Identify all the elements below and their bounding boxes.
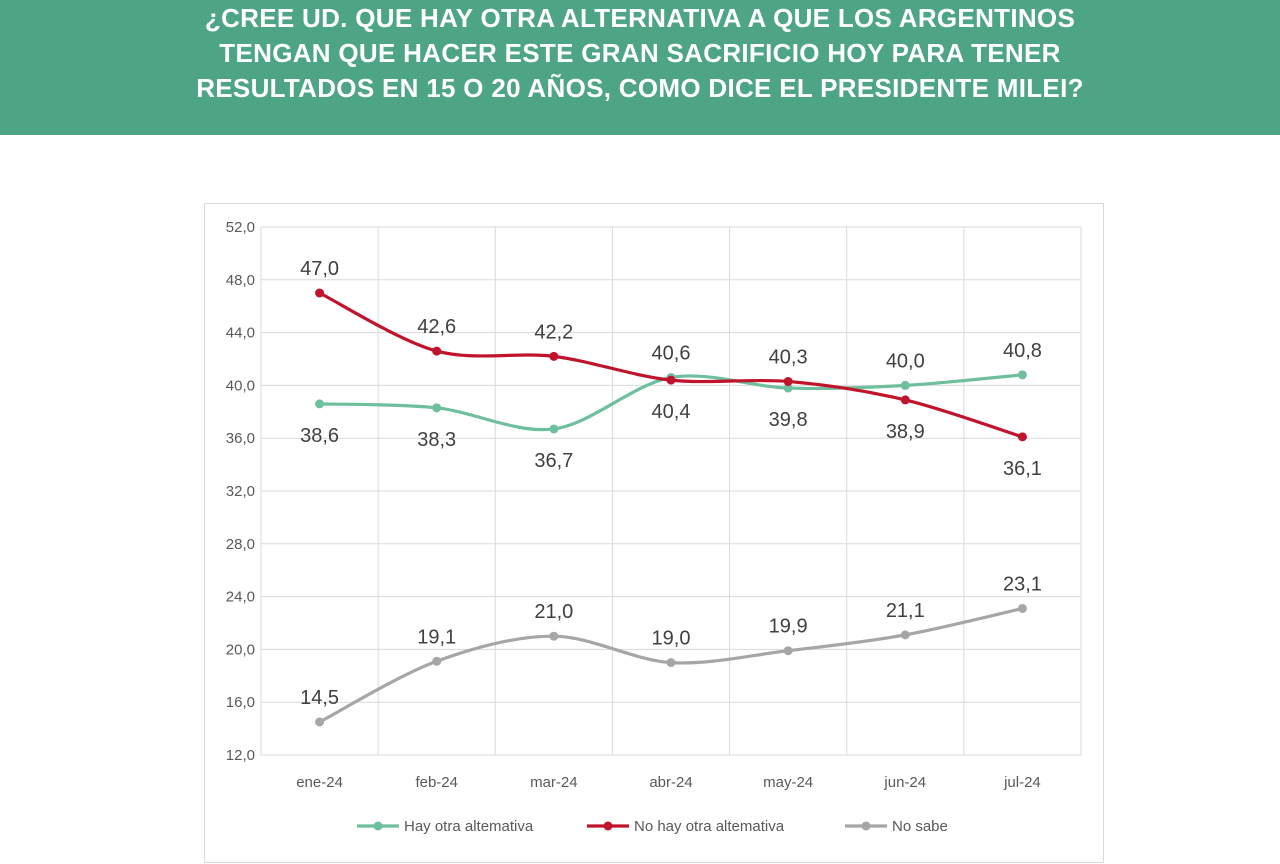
data-label-series-2: 38,9	[886, 421, 925, 443]
legend-swatch-marker	[373, 821, 383, 831]
y-tick-label: 40,0	[226, 377, 255, 394]
question-title-line-2: TENGAN QUE HACER ESTE GRAN SACRIFICIO HO…	[219, 38, 1061, 68]
question-title: ¿CREE UD. QUE HAY OTRA ALTERNATIVA A QUE…	[0, 1, 1280, 106]
data-label-series-1: 36,7	[534, 450, 573, 472]
data-label-series-1: 39,8	[769, 409, 808, 431]
data-point-series-3	[315, 717, 325, 727]
data-label-series-2: 42,2	[534, 321, 573, 343]
line-chart: 52,0 48,0 44,0 40,0 36,0 32,0 28,0 24,0 20,0 16,0…	[226, 219, 1082, 835]
data-label-series-3: 19,9	[769, 616, 808, 638]
data-label-series-2: 40,4	[652, 401, 691, 423]
data-point-series-2	[549, 351, 559, 361]
x-tick-label: abr-24	[649, 774, 692, 791]
data-label-series-3: 23,1	[1003, 573, 1042, 595]
chart-container: 52,0 48,0 44,0 40,0 36,0 32,0 28,0 24,0 20,0 16,0…	[204, 203, 1104, 863]
data-label-series-3: 21,0	[534, 601, 573, 623]
legend-label: No hay otra altemativa	[634, 818, 785, 835]
data-point-series-3	[666, 658, 676, 668]
header-banner: ¿CREE UD. QUE HAY OTRA ALTERNATIVA A QUE…	[0, 0, 1280, 135]
data-point-series-1	[900, 380, 910, 390]
data-point-series-2	[783, 376, 793, 386]
data-label-series-1: 40,0	[886, 350, 925, 372]
data-label-series-3: 19,1	[417, 626, 456, 648]
data-label-series-3: 19,0	[652, 628, 691, 650]
data-point-series-1	[783, 383, 793, 393]
question-title-line-3: RESULTADOS EN 15 O 20 AÑOS, COMO DICE EL…	[196, 73, 1084, 103]
legend-swatch-marker	[603, 821, 613, 831]
y-tick-label: 36,0	[226, 430, 255, 447]
legend-label: No sabe	[892, 818, 948, 835]
data-label-series-1: 40,8	[1003, 340, 1042, 362]
data-label-series-2: 36,1	[1003, 458, 1042, 480]
y-tick-label: 32,0	[226, 483, 255, 500]
data-point-series-2	[432, 346, 442, 356]
x-tick-label: feb-24	[415, 774, 458, 791]
data-label-series-1: 40,6	[652, 342, 691, 364]
y-tick-label: 20,0	[226, 641, 255, 658]
y-tick-label: 44,0	[226, 325, 255, 342]
data-point-series-2	[900, 395, 910, 405]
y-tick-label: 24,0	[226, 589, 255, 606]
data-point-series-3	[783, 646, 793, 656]
data-point-series-2	[666, 375, 676, 385]
data-label-series-2: 42,6	[417, 316, 456, 338]
legend-label: Hay otra altemativa	[404, 818, 534, 835]
data-point-series-1	[549, 424, 559, 434]
data-label-series-2: 40,3	[769, 346, 808, 368]
data-point-series-2	[315, 288, 325, 298]
data-point-series-3	[549, 631, 559, 641]
x-tick-label: mar-24	[530, 774, 578, 791]
y-tick-label: 48,0	[226, 272, 255, 289]
data-point-series-1	[315, 399, 325, 409]
y-tick-label: 16,0	[226, 694, 255, 711]
data-point-series-1	[1017, 370, 1027, 380]
x-tick-label: jun-24	[883, 774, 926, 791]
data-point-series-3	[900, 630, 910, 640]
y-tick-label: 52,0	[226, 219, 255, 236]
data-point-series-1	[432, 403, 442, 413]
data-label-series-2: 47,0	[300, 258, 339, 280]
question-title-line-1: ¿CREE UD. QUE HAY OTRA ALTERNATIVA A QUE…	[204, 3, 1076, 33]
y-tick-label: 12,0	[226, 747, 255, 764]
data-point-series-2	[1017, 432, 1027, 442]
data-point-series-3	[432, 656, 442, 666]
data-label-series-3: 14,5	[300, 687, 339, 709]
legend-swatch-marker	[861, 821, 871, 831]
x-tick-label: may-24	[763, 774, 813, 791]
data-label-series-1: 38,3	[417, 429, 456, 451]
data-point-series-3	[1017, 603, 1027, 613]
x-tick-label: ene-24	[296, 774, 343, 791]
x-tick-label: jul-24	[1003, 774, 1041, 791]
data-label-series-3: 21,1	[886, 600, 925, 622]
data-label-series-1: 38,6	[300, 425, 339, 447]
y-tick-label: 28,0	[226, 536, 255, 553]
